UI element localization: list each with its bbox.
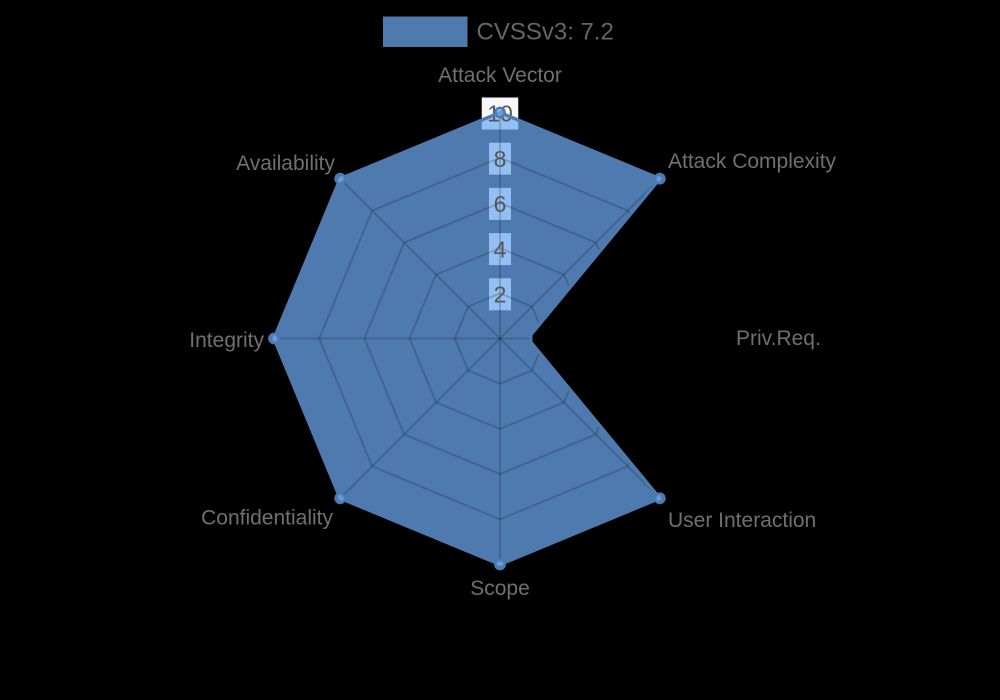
svg-text:8: 8: [494, 146, 507, 172]
svg-text:4: 4: [494, 236, 507, 262]
svg-text:Integrity: Integrity: [189, 329, 264, 352]
svg-text:CVSSv3: 7.2: CVSSv3: 7.2: [477, 19, 614, 46]
svg-text:Priv.Req.: Priv.Req.: [736, 327, 821, 350]
svg-text:Attack Complexity: Attack Complexity: [668, 150, 837, 173]
svg-text:Attack Vector: Attack Vector: [438, 64, 562, 87]
svg-text:User Interaction: User Interaction: [668, 509, 816, 532]
svg-text:2: 2: [494, 282, 507, 308]
svg-text:6: 6: [494, 191, 507, 217]
svg-text:Availability: Availability: [236, 152, 335, 175]
svg-text:Confidentiality: Confidentiality: [201, 507, 333, 530]
svg-text:Scope: Scope: [470, 577, 530, 600]
